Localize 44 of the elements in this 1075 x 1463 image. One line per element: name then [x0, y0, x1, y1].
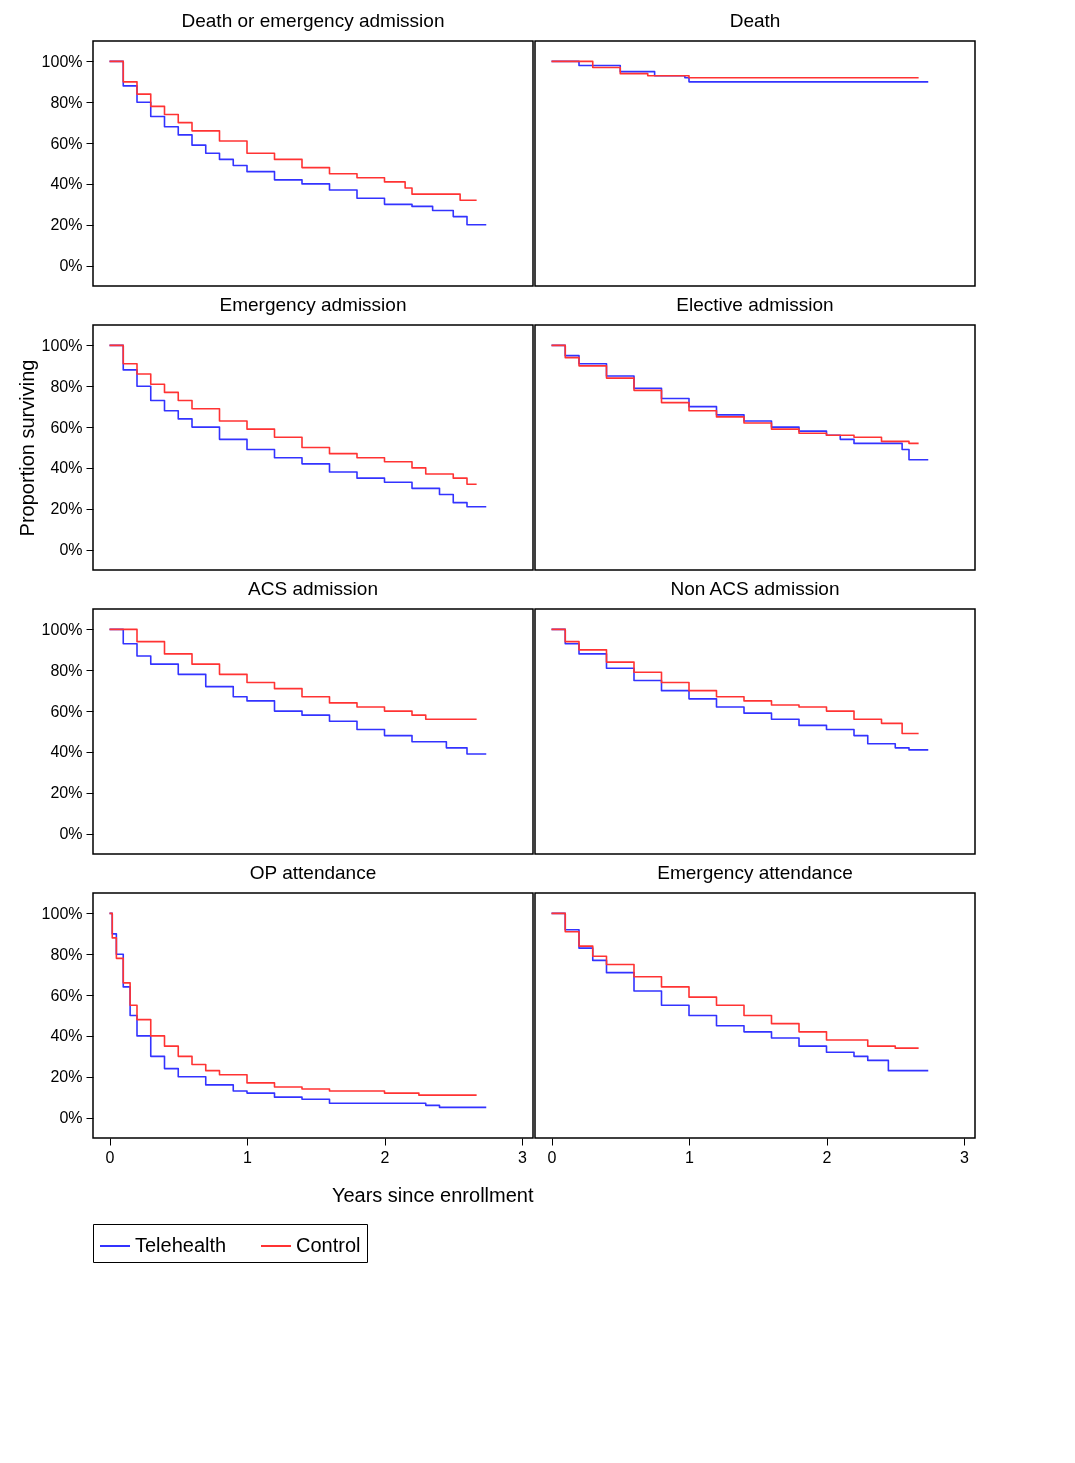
y-tick-label: 40%	[50, 1027, 83, 1045]
x-tick-label: 3	[518, 1148, 528, 1166]
x-tick-label: 2	[380, 1148, 390, 1166]
y-tick-label: 0%	[59, 257, 83, 275]
y-tick-label: 80%	[50, 945, 83, 963]
y-tick-label: 20%	[50, 784, 83, 802]
y-tick-label: 60%	[50, 134, 83, 152]
chart-title: Death or emergency admission	[181, 10, 445, 31]
x-tick-label: 1	[243, 1148, 253, 1166]
chart-title: Elective admission	[676, 294, 834, 315]
y-tick-label: 0%	[59, 541, 83, 559]
chart-title: OP attendance	[249, 862, 377, 883]
y-tick-label: 80%	[50, 661, 83, 679]
y-tick-label: 20%	[50, 216, 83, 234]
y-tick-label: 20%	[50, 1068, 83, 1086]
x-axis-title: Years since enrollment	[331, 1183, 534, 1206]
x-tick-label: 0	[105, 1148, 115, 1166]
chart-title: Emergency admission	[219, 294, 407, 315]
x-tick-label: 3	[960, 1148, 970, 1166]
y-tick-label: 40%	[50, 743, 83, 761]
y-tick-label: 60%	[50, 418, 83, 436]
x-tick-label: 2	[822, 1148, 832, 1166]
y-tick-label: 100%	[41, 336, 83, 354]
y-tick-label: 0%	[59, 825, 83, 843]
chart-title: Emergency attendance	[657, 862, 853, 883]
y-tick-label: 100%	[41, 52, 83, 70]
y-tick-label: 0%	[59, 1109, 83, 1127]
legend-label: Telehealth	[135, 1234, 227, 1256]
y-tick-label: 20%	[50, 500, 83, 518]
y-tick-label: 100%	[41, 620, 83, 638]
y-tick-label: 80%	[50, 377, 83, 395]
y-tick-label: 40%	[50, 175, 83, 193]
x-tick-label: 1	[685, 1148, 695, 1166]
y-tick-label: 60%	[50, 986, 83, 1004]
x-tick-label: 0	[547, 1148, 557, 1166]
chart-title: ACS admission	[248, 578, 378, 599]
y-tick-label: 100%	[41, 904, 83, 922]
y-tick-label: 60%	[50, 702, 83, 720]
chart-title: Death	[729, 10, 781, 31]
y-tick-label: 80%	[50, 93, 83, 111]
y-tick-label: 40%	[50, 459, 83, 477]
legend-label: Control	[296, 1234, 361, 1256]
chart-title: Non ACS admission	[670, 578, 840, 599]
y-axis-title: Proportion surviving	[15, 359, 38, 537]
